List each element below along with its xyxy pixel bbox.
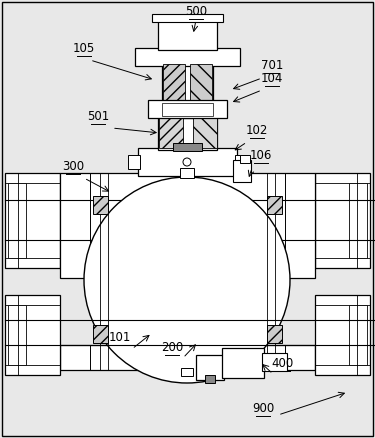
Bar (196, 355, 224, 380)
Bar (152, 14, 223, 22)
Text: 500: 500 (185, 5, 207, 18)
Bar (233, 160, 251, 182)
Text: 104: 104 (261, 72, 283, 85)
Bar (205, 375, 215, 383)
Bar (315, 173, 370, 268)
Bar (163, 64, 185, 114)
Circle shape (183, 158, 191, 166)
Bar (262, 353, 287, 371)
Text: 106: 106 (250, 149, 272, 162)
Bar (162, 62, 213, 118)
Bar (173, 143, 202, 151)
Bar (93, 196, 108, 214)
Bar (8, 305, 26, 365)
Text: 101: 101 (109, 331, 131, 344)
Bar (148, 100, 227, 118)
Bar (181, 368, 193, 376)
Bar (162, 103, 213, 116)
Bar (138, 148, 237, 176)
Bar (5, 295, 60, 375)
Bar (349, 183, 367, 258)
Bar (8, 183, 26, 258)
Text: 400: 400 (272, 357, 294, 370)
Bar (267, 325, 282, 343)
Text: 900: 900 (252, 402, 274, 415)
Bar (5, 173, 60, 268)
Bar (128, 155, 140, 169)
Text: 105: 105 (73, 42, 95, 55)
Bar (190, 64, 212, 114)
Text: 102: 102 (246, 124, 268, 137)
Bar (135, 48, 240, 66)
Bar (158, 116, 217, 150)
Bar (159, 118, 183, 148)
Bar (93, 325, 108, 343)
Bar (158, 18, 217, 50)
Bar (60, 173, 315, 278)
Text: 501: 501 (87, 110, 109, 123)
Bar (193, 118, 217, 148)
Text: 701: 701 (261, 59, 283, 72)
Bar (60, 345, 315, 370)
Bar (222, 348, 264, 378)
Circle shape (84, 177, 290, 383)
Bar (267, 196, 282, 214)
Bar (315, 295, 370, 375)
Bar (349, 305, 367, 365)
Bar (235, 155, 247, 169)
Bar (180, 168, 194, 178)
Text: 300: 300 (62, 160, 84, 173)
Text: 200: 200 (161, 341, 183, 354)
Bar (240, 155, 250, 163)
